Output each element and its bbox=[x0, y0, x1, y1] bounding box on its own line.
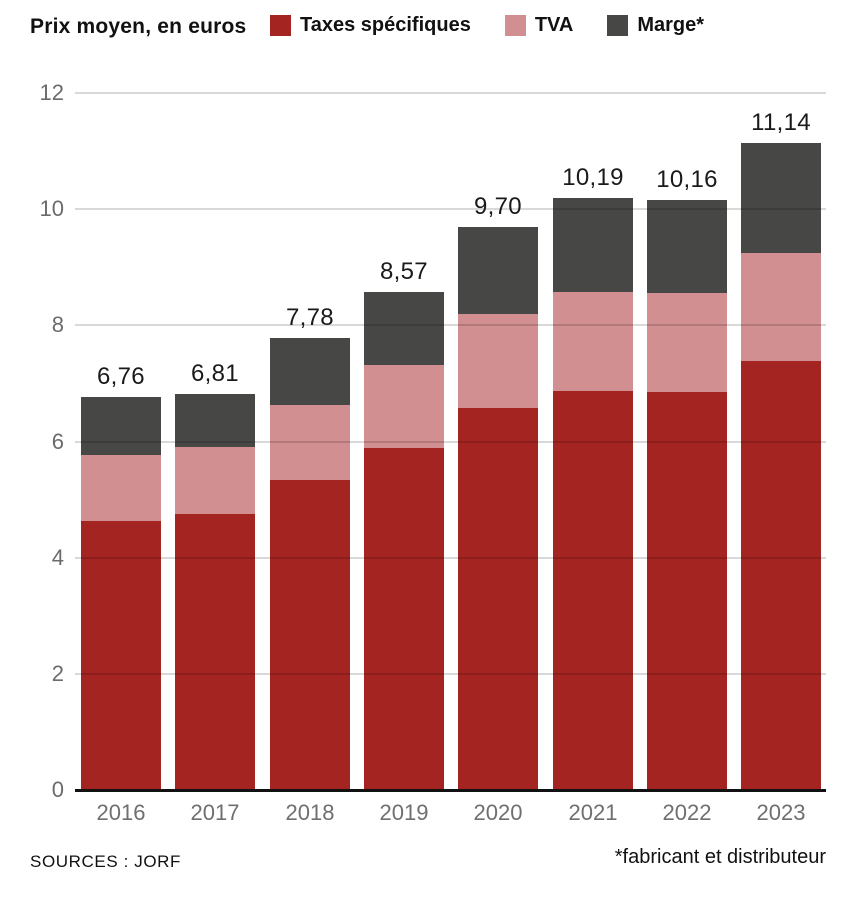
source-note: SOURCES : JORF bbox=[30, 852, 182, 871]
bar-total-label: 10,19 bbox=[562, 164, 624, 191]
bar-segment bbox=[175, 514, 255, 790]
gridline bbox=[75, 208, 826, 210]
legend-item-marge: Marge* bbox=[607, 14, 704, 37]
bar-segment bbox=[458, 408, 538, 790]
bar-segment bbox=[458, 227, 538, 314]
bar-total-label: 11,14 bbox=[751, 109, 811, 136]
gridline bbox=[75, 557, 826, 559]
y-tick-label: 2 bbox=[51, 661, 64, 686]
legend: Taxes spécifiques TVA Marge* bbox=[270, 14, 704, 37]
legend-item-tva: TVA bbox=[504, 14, 574, 37]
legend-label-taxes-specifiques: Taxes spécifiques bbox=[300, 14, 471, 36]
bar-segment bbox=[270, 405, 350, 480]
y-tick-label: 12 bbox=[39, 80, 64, 105]
x-tick-label: 2017 bbox=[190, 800, 240, 825]
chart-title: Prix moyen, en euros bbox=[30, 15, 247, 38]
legend-label-marge: Marge* bbox=[637, 14, 705, 36]
y-tick-label: 8 bbox=[51, 312, 64, 337]
bar-total-label: 6,76 bbox=[97, 363, 145, 390]
x-axis-line bbox=[75, 789, 826, 792]
y-tick-label: 6 bbox=[51, 429, 64, 454]
x-tick-label: 2022 bbox=[662, 800, 712, 825]
x-tick-label: 2019 bbox=[379, 800, 429, 825]
bar-total-label: 9,70 bbox=[474, 193, 522, 220]
marge-swatch bbox=[607, 15, 629, 36]
bar-segment bbox=[175, 447, 255, 514]
x-tick-label: 2018 bbox=[285, 800, 335, 825]
y-tick-label: 0 bbox=[51, 777, 64, 802]
taxes-specifiques-swatch bbox=[270, 15, 291, 36]
bar-segment bbox=[553, 198, 633, 292]
bar-total-label: 10,16 bbox=[656, 166, 718, 193]
bar-segment bbox=[741, 361, 821, 790]
gridline bbox=[75, 673, 826, 675]
bar-total-label: 8,57 bbox=[380, 258, 428, 285]
x-tick-label: 2020 bbox=[473, 800, 523, 825]
legend-label-tva: TVA bbox=[534, 14, 574, 36]
bar-segment bbox=[364, 292, 444, 365]
tva-swatch bbox=[504, 15, 526, 36]
x-tick-label: 2023 bbox=[756, 800, 806, 825]
bar-segment bbox=[647, 392, 727, 790]
gridline bbox=[75, 92, 826, 94]
x-tick-label: 2016 bbox=[96, 800, 146, 825]
x-tick-label: 2021 bbox=[568, 800, 618, 825]
bar-segment bbox=[647, 200, 727, 293]
bar-segment bbox=[553, 292, 633, 391]
y-tick-label: 4 bbox=[51, 545, 64, 570]
gridline bbox=[75, 441, 826, 443]
bar-total-label: 7,78 bbox=[286, 304, 334, 331]
bar-segment bbox=[270, 480, 350, 790]
bar-segment bbox=[364, 365, 444, 448]
bar-segment bbox=[81, 397, 161, 455]
bar-segment bbox=[175, 394, 255, 447]
bar-segment bbox=[647, 293, 727, 392]
y-tick-label: 10 bbox=[39, 196, 64, 221]
footnote: *fabricant et distributeur bbox=[614, 846, 826, 868]
bar-segment bbox=[81, 455, 161, 521]
legend-item-taxes-specifiques: Taxes spécifiques bbox=[270, 14, 471, 37]
bar-segment bbox=[270, 338, 350, 405]
bar-segment bbox=[364, 448, 444, 790]
bar-segment bbox=[553, 391, 633, 790]
bar-segment bbox=[741, 143, 821, 253]
bar-segment bbox=[81, 521, 161, 790]
gridline bbox=[75, 324, 826, 326]
bar-segment bbox=[458, 314, 538, 408]
bar-segment bbox=[741, 253, 821, 361]
bar-total-label: 6,81 bbox=[191, 360, 239, 387]
